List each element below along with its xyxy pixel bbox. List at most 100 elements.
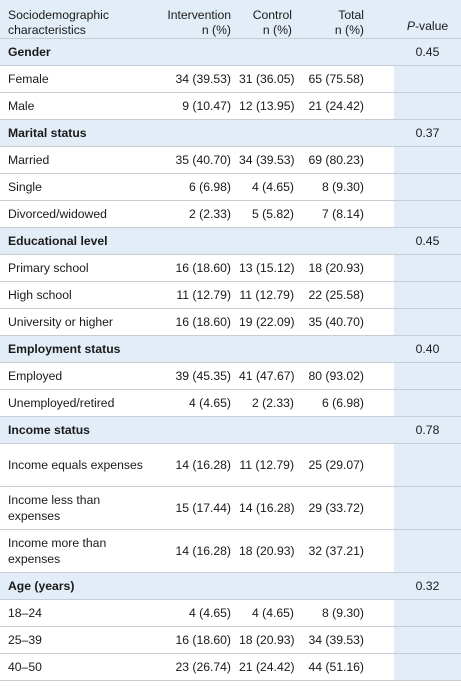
cell-pvalue-empty	[394, 92, 461, 120]
header-characteristics: Sociodemographic characteristics	[8, 8, 109, 37]
row-label: Primary school	[8, 261, 89, 275]
cell-control: 21 (24.42)	[239, 660, 295, 674]
cell-control: 19 (22.09)	[239, 315, 295, 329]
cell-control: 18 (20.93)	[239, 633, 295, 647]
section-pvalue: 0.45	[415, 45, 440, 59]
header-pvalue: P-value	[394, 0, 461, 39]
table-body: Gender 0.45 Female 34 (39.53) 31 (36.05) 65 (…	[0, 38, 461, 681]
cell-intervention: 34 (39.53)	[175, 72, 231, 86]
cell-control: 41 (47.67)	[239, 369, 295, 383]
cell-total: 21 (24.42)	[308, 99, 364, 113]
cell-pvalue-empty	[394, 200, 461, 228]
table-row: 25–39 16 (18.60) 18 (20.93) 34 (39.53)	[0, 626, 461, 654]
cell-pvalue-empty	[394, 362, 461, 390]
cell-total: 34 (39.53)	[308, 633, 364, 647]
cell-intervention: 39 (45.35)	[175, 369, 231, 383]
cell-total: 6 (6.98)	[321, 396, 364, 410]
cell-total: 65 (75.58)	[308, 72, 364, 86]
cell-intervention: 14 (16.28)	[175, 458, 231, 472]
cell-total: 18 (20.93)	[308, 261, 364, 275]
cell-intervention: 14 (16.28)	[175, 544, 231, 558]
row-label: High school	[8, 288, 72, 302]
table-row: 18–24 4 (4.65) 4 (4.65) 8 (9.30)	[0, 599, 461, 627]
table-row: Primary school 16 (18.60) 13 (15.12) 18 (20…	[0, 254, 461, 282]
cell-control: 14 (16.28)	[239, 501, 295, 515]
header-control: Control n (%)	[235, 0, 296, 39]
header-pvalue-rest: -value	[414, 19, 449, 33]
cell-total: 22 (25.58)	[308, 288, 364, 302]
cell-total: 32 (37.21)	[308, 544, 364, 558]
table-row: Married 35 (40.70) 34 (39.53) 69 (80.23)	[0, 146, 461, 174]
table-row: Female 34 (39.53) 31 (36.05) 65 (75.58)	[0, 65, 461, 93]
cell-control: 2 (2.33)	[251, 396, 294, 410]
cell-total: 7 (8.14)	[321, 207, 364, 221]
table-row: Male 9 (10.47) 12 (13.95) 21 (24.42)	[0, 92, 461, 120]
row-label: 40–50	[8, 660, 42, 674]
header-total: Total n (%)	[296, 0, 394, 39]
cell-pvalue-empty	[394, 65, 461, 93]
header-total-line2: n (%)	[334, 23, 364, 37]
cell-total: 8 (9.30)	[321, 180, 364, 194]
header-intervention-line1: Intervention	[167, 8, 231, 22]
cell-total: 80 (93.02)	[308, 369, 364, 383]
row-label: Income less than expenses	[8, 493, 101, 523]
row-label: Female	[8, 72, 49, 86]
row-label: Income more than expenses	[8, 536, 107, 566]
table-row: High school 11 (12.79) 11 (12.79) 22 (25.58…	[0, 281, 461, 309]
section-row: Income status 0.78	[0, 416, 461, 444]
row-label: Single	[8, 180, 42, 194]
cell-intervention: 9 (10.47)	[182, 99, 231, 113]
header-control-line1: Control	[252, 8, 292, 22]
section-row: Age (years) 0.32	[0, 572, 461, 600]
header-pvalue-italic: P	[406, 19, 415, 33]
cell-pvalue-empty	[394, 389, 461, 417]
section-row: Gender 0.45	[0, 38, 461, 66]
row-label: Income equals expenses	[8, 458, 143, 472]
section-title: Marital status	[8, 126, 87, 140]
table-row: Income less than expenses 15 (17.44) 14 (1…	[0, 486, 461, 530]
table-row: Divorced/widowed 2 (2.33) 5 (5.82) 7 (8.14)	[0, 200, 461, 228]
header-intervention: Intervention n (%)	[149, 0, 235, 39]
cell-intervention: 15 (17.44)	[175, 501, 231, 515]
cell-pvalue-empty	[394, 173, 461, 201]
row-label: University or higher	[8, 315, 113, 329]
cell-total: 25 (29.07)	[308, 458, 364, 472]
cell-intervention: 16 (18.60)	[175, 315, 231, 329]
row-label: Unemployed/retired	[8, 396, 115, 410]
cell-control: 11 (12.79)	[239, 288, 294, 302]
section-pvalue: 0.32	[415, 579, 440, 593]
header-row: Sociodemographic characteristics Interve…	[0, 0, 461, 39]
cell-intervention: 4 (4.65)	[188, 396, 231, 410]
cell-control: 13 (15.12)	[239, 261, 295, 275]
row-label: Male	[8, 99, 35, 113]
section-pvalue: 0.40	[415, 342, 440, 356]
cell-control: 11 (12.79)	[239, 458, 294, 472]
cell-total: 44 (51.16)	[308, 660, 364, 674]
cell-intervention: 2 (2.33)	[188, 207, 231, 221]
row-label: 18–24	[8, 606, 42, 620]
header-total-line1: Total	[338, 8, 364, 22]
header-intervention-line2: n (%)	[201, 23, 231, 37]
section-row: Employment status 0.40	[0, 335, 461, 363]
table-row: University or higher 16 (18.60) 19 (22.09)…	[0, 308, 461, 336]
section-title: Gender	[8, 45, 51, 59]
cell-total: 35 (40.70)	[308, 315, 364, 329]
cell-pvalue-empty	[394, 254, 461, 282]
header-control-line2: n (%)	[262, 23, 292, 37]
cell-control: 31 (36.05)	[239, 72, 295, 86]
cell-pvalue-empty	[394, 653, 461, 681]
section-pvalue: 0.45	[415, 234, 440, 248]
table-row: Unemployed/retired 4 (4.65) 2 (2.33) 6 (6.9…	[0, 389, 461, 417]
cell-control: 18 (20.93)	[239, 544, 295, 558]
cell-total: 8 (9.30)	[321, 606, 364, 620]
table-row: Employed 39 (45.35) 41 (47.67) 80 (93.02)	[0, 362, 461, 390]
cell-control: 12 (13.95)	[239, 99, 295, 113]
cell-pvalue-empty	[394, 443, 461, 487]
section-title: Income status	[8, 423, 90, 437]
cell-pvalue-empty	[394, 308, 461, 336]
table-row: Single 6 (6.98) 4 (4.65) 8 (9.30)	[0, 173, 461, 201]
cell-intervention: 23 (26.74)	[175, 660, 231, 674]
section-pvalue: 0.78	[415, 423, 440, 437]
table-row: Income more than expenses 14 (16.28) 18 (2…	[0, 529, 461, 573]
